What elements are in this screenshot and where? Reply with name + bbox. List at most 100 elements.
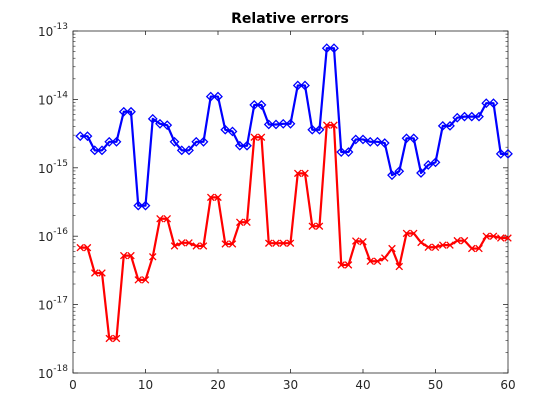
series-point <box>97 145 107 156</box>
series-layer <box>75 43 513 343</box>
series-point <box>249 100 260 110</box>
series-point <box>321 43 332 54</box>
x-axis: 0 10 20 30 40 50 60 <box>69 31 516 392</box>
series-point <box>481 98 492 109</box>
series-point <box>243 218 251 226</box>
series-point <box>220 124 231 135</box>
x-tick-label: 20 <box>210 378 225 392</box>
series-point <box>272 239 280 247</box>
series-point <box>359 237 367 246</box>
series-point <box>496 234 505 242</box>
series-point <box>416 168 426 178</box>
series-point <box>301 169 309 178</box>
series-point <box>424 243 433 251</box>
series-point <box>388 244 396 253</box>
series-point <box>263 119 274 130</box>
series-point <box>76 243 85 252</box>
series-point <box>402 229 411 238</box>
series-point <box>214 193 222 202</box>
series-point <box>307 124 318 135</box>
series-point <box>445 120 455 131</box>
series-point <box>380 254 389 262</box>
series-point <box>112 334 121 343</box>
series-point <box>105 334 114 343</box>
series-point <box>133 200 144 211</box>
series-point <box>329 43 339 54</box>
series-point <box>488 98 499 109</box>
x-tick-label: 10 <box>138 378 153 392</box>
series-point <box>401 133 412 144</box>
series-point <box>372 136 383 147</box>
y-tick-label: 10-15 <box>38 159 68 176</box>
series-point <box>431 243 440 251</box>
series-point <box>141 276 150 284</box>
series-point <box>250 133 259 141</box>
series-point <box>213 91 223 102</box>
series-point <box>279 239 288 247</box>
series-point <box>292 80 303 91</box>
series-point <box>482 232 491 240</box>
series-point <box>155 118 165 129</box>
series-point <box>322 121 331 129</box>
series-point <box>437 120 448 131</box>
series-point <box>503 148 513 159</box>
series-point <box>489 232 498 240</box>
series-point <box>387 170 397 181</box>
series-point <box>228 240 237 248</box>
series-point <box>358 134 368 145</box>
series-point <box>351 237 360 245</box>
y-tick-label: 10-18 <box>38 364 68 381</box>
chart-title: Relative errors <box>231 11 349 27</box>
series-point <box>89 145 100 156</box>
series-point <box>82 131 93 142</box>
series-point <box>163 214 172 223</box>
series-line <box>80 47 508 207</box>
series-point <box>176 145 187 156</box>
series-point <box>308 222 317 230</box>
series-point <box>475 244 483 253</box>
series-point <box>343 147 354 157</box>
series-point <box>75 131 86 142</box>
series-point <box>409 229 418 238</box>
series-point <box>293 169 302 178</box>
series-point <box>147 113 158 124</box>
y-tick-label: 10-17 <box>38 296 68 313</box>
x-tick-label: 60 <box>500 378 515 392</box>
series-point <box>278 118 289 129</box>
x-tick-label: 40 <box>355 378 370 392</box>
series-point <box>408 133 419 144</box>
series-point <box>350 134 361 145</box>
series-point <box>300 80 310 91</box>
series-point <box>83 243 92 252</box>
series-point <box>184 145 194 156</box>
y-axis: 10-18 10-17 10-16 10-15 10-14 10-13 <box>38 22 508 381</box>
series-point <box>98 269 106 277</box>
series-point <box>453 236 462 245</box>
series-point <box>90 269 99 277</box>
series-point <box>169 136 180 147</box>
series-point <box>198 136 209 147</box>
series-point <box>170 242 179 250</box>
series-point <box>162 120 173 131</box>
series-point <box>423 160 434 170</box>
series-point <box>344 261 353 269</box>
series-point <box>395 262 404 271</box>
series-point <box>185 239 193 247</box>
series-point <box>104 136 115 147</box>
series-point <box>191 136 202 147</box>
x-tick-label: 50 <box>428 378 443 392</box>
series-point <box>192 242 201 250</box>
series-point <box>366 257 375 266</box>
x-tick-label: 30 <box>283 378 298 392</box>
series-point <box>205 91 216 102</box>
y-tick-label: 10-16 <box>38 227 68 244</box>
series-point <box>285 118 296 129</box>
series-point <box>460 236 469 245</box>
series-point <box>330 121 338 129</box>
series-point <box>466 111 477 122</box>
y-tick-label: 10-13 <box>38 22 68 39</box>
series-point <box>227 126 238 137</box>
series-point <box>365 136 376 147</box>
series-point <box>459 111 470 122</box>
